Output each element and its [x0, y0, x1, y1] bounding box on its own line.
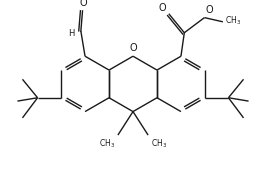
Text: H: H: [68, 29, 74, 38]
Text: O: O: [158, 3, 166, 13]
Text: CH$_3$: CH$_3$: [151, 138, 167, 150]
Text: O: O: [80, 0, 87, 8]
Text: CH$_3$: CH$_3$: [225, 15, 242, 27]
Text: O: O: [129, 43, 137, 53]
Text: CH$_3$: CH$_3$: [99, 138, 115, 150]
Text: O: O: [205, 5, 213, 15]
